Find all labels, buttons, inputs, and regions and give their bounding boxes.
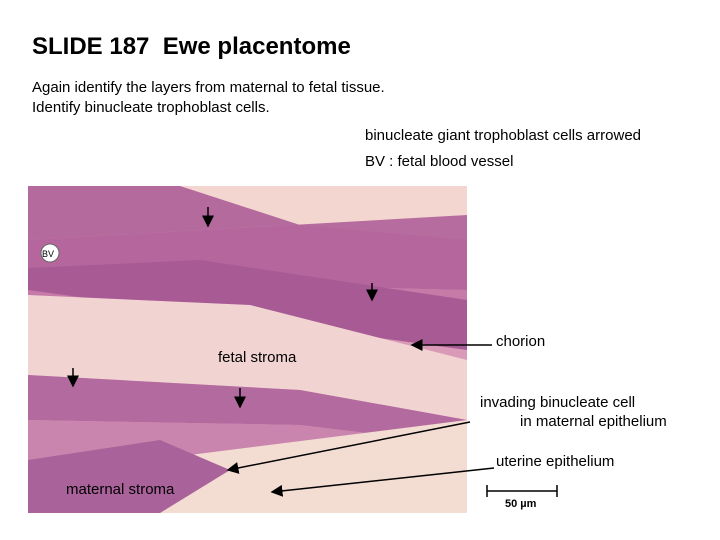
image-label: maternal stroma (66, 481, 175, 498)
annotation: uterine epithelium (496, 453, 614, 470)
scale-label: 50 µm (505, 498, 537, 510)
legend-text: binucleate giant trophoblast cells arrow… (365, 127, 641, 144)
annotation: chorion (496, 333, 545, 350)
annotation: in maternal epithelium (520, 413, 667, 430)
legend-text: BV : fetal blood vessel (365, 153, 513, 170)
image-label: BV (42, 249, 54, 259)
instruction: Again identify the layers from maternal … (32, 79, 385, 96)
micrograph: BV fetal stroma maternal stroma (28, 186, 467, 513)
slide-title: SLIDE 187 Ewe placentome (32, 33, 351, 60)
image-label: fetal stroma (218, 349, 297, 366)
instruction: Identify binucleate trophoblast cells. (32, 99, 270, 116)
arrows (67, 207, 558, 497)
annotation: invading binucleate cell (480, 394, 635, 411)
